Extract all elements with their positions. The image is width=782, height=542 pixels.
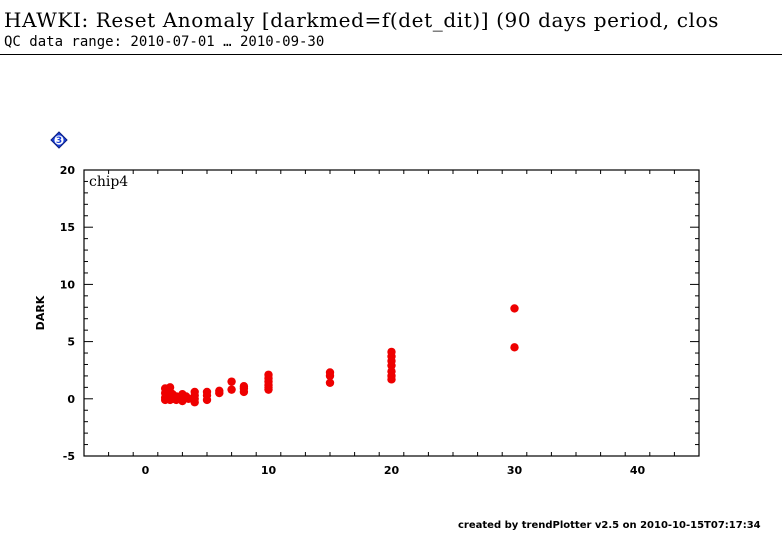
qc-data-range: QC data range: 2010-07-01 … 2010-09-30	[4, 34, 325, 50]
x-tick-label: 0	[142, 464, 150, 477]
x-tick-label: 30	[507, 464, 523, 477]
data-point	[227, 385, 236, 394]
y-tick-label: 15	[60, 221, 75, 234]
plot-frame	[83, 169, 700, 457]
footer-credit: created by trendPlotter v2.5 on 2010-10-…	[458, 520, 761, 531]
data-point	[325, 378, 335, 387]
y-tick-label: 0	[67, 393, 75, 406]
badge-number: 3	[56, 136, 62, 146]
y-tick-label: 20	[60, 164, 76, 177]
x-tick-label: 20	[384, 464, 400, 477]
panel-label: chip4	[89, 174, 128, 190]
data-point	[239, 387, 249, 397]
data-point	[184, 394, 193, 403]
chart-axes	[83, 169, 700, 457]
title-divider	[0, 54, 782, 55]
data-point	[510, 343, 519, 352]
y-tick-label: 10	[60, 278, 76, 291]
data-point	[264, 385, 273, 394]
data-point	[510, 304, 519, 313]
y-tick-label: -5	[63, 450, 75, 463]
y-tick-label: 5	[67, 336, 75, 349]
chart-markers	[160, 304, 519, 407]
page-title: HAWKI: Reset Anomaly [darkmed=f(det_dit)…	[4, 8, 720, 32]
data-point	[227, 377, 236, 386]
x-tick-label: 40	[630, 464, 646, 477]
data-point	[387, 375, 396, 384]
y-axis-label: DARK	[34, 295, 47, 330]
data-point	[190, 398, 199, 407]
data-point	[215, 388, 224, 398]
chart-tick-labels: 0 10 20 30 40 -5 0 5 10 15 20	[60, 164, 646, 477]
diamond-badge-icon: 3	[50, 131, 68, 149]
x-tick-label: 10	[261, 464, 277, 477]
chart-ticks	[83, 169, 700, 457]
data-point	[202, 395, 212, 405]
data-point	[325, 371, 335, 381]
